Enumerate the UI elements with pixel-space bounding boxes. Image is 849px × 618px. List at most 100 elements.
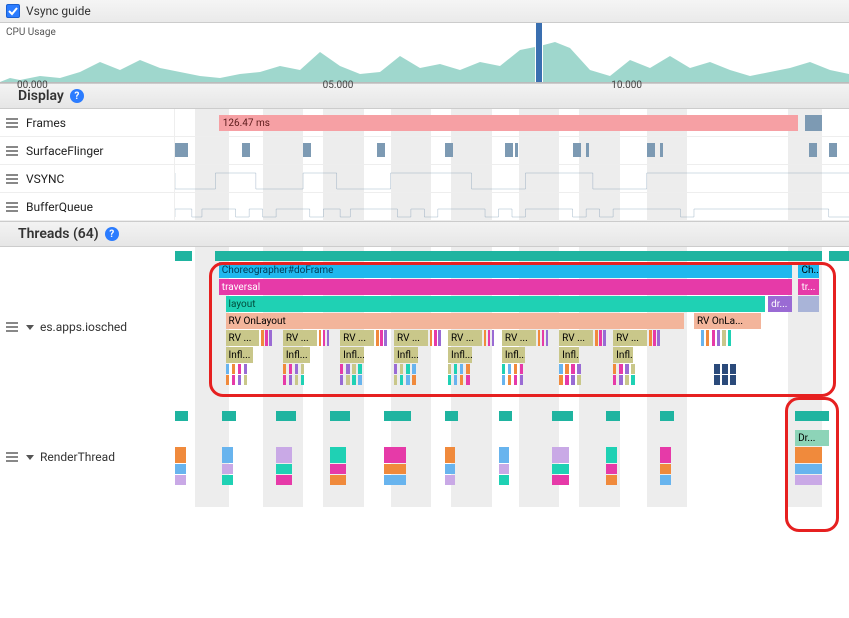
slice-inflate[interactable]: Infl... (394, 347, 418, 363)
trace-slice[interactable] (445, 447, 456, 463)
trace-slice[interactable] (499, 464, 510, 474)
thread-state-running[interactable] (606, 411, 619, 421)
trace-slice[interactable] (276, 475, 292, 485)
drag-handle-icon[interactable] (6, 146, 18, 156)
slice-inflate[interactable]: Infl... (559, 347, 579, 363)
display-section-header[interactable]: Display ? (0, 83, 849, 109)
thread-render-flamechart[interactable]: Dr... (175, 407, 849, 507)
trace-slice[interactable] (384, 447, 406, 463)
trace-slice[interactable] (660, 475, 671, 485)
trace-slice[interactable] (795, 475, 822, 485)
slice-rv-item[interactable]: RV ... (559, 330, 593, 346)
thread-state-running[interactable] (175, 411, 188, 421)
slice-rv-item[interactable]: RV ... (226, 330, 260, 346)
slice-rv-onlayout[interactable]: RV OnLayout (226, 313, 684, 329)
slice-layout[interactable]: layout (226, 296, 765, 312)
trace-slice[interactable] (175, 464, 186, 474)
slice-rv-onlayout[interactable]: RV OnLa... (694, 313, 761, 329)
slice-inflate[interactable]: Infl... (226, 347, 253, 363)
vsync-guide-checkbox[interactable] (6, 4, 20, 18)
trace-slice[interactable]: Ch... (798, 262, 818, 278)
trace-slice[interactable] (384, 475, 406, 485)
frame-bar[interactable] (805, 115, 822, 131)
surfaceflinger-block[interactable] (505, 143, 513, 157)
surfaceflinger-block[interactable] (586, 143, 589, 157)
surfaceflinger-block[interactable] (175, 143, 188, 157)
thread-state-running[interactable] (499, 411, 512, 421)
slice-rv-item[interactable]: RV ... (340, 330, 374, 346)
trace-slice[interactable] (552, 475, 568, 485)
surfaceflinger-block[interactable] (377, 143, 385, 157)
trace-slice[interactable] (552, 464, 568, 474)
trace-slice[interactable] (175, 475, 186, 485)
thread-state-running[interactable] (660, 411, 673, 421)
trace-slice[interactable] (660, 447, 671, 463)
trace-slice[interactable] (384, 464, 406, 474)
expand-icon[interactable] (26, 325, 34, 330)
trace-slice[interactable] (660, 464, 671, 474)
slice-rv-item[interactable]: RV ... (283, 330, 317, 346)
trace-slice[interactable] (330, 447, 346, 463)
slice-inflate[interactable]: Infl... (613, 347, 633, 363)
drag-handle-icon[interactable] (6, 452, 18, 462)
help-icon[interactable]: ? (105, 227, 119, 241)
trace-slice[interactable] (606, 464, 617, 474)
thread-state-running[interactable] (215, 251, 822, 261)
surfaceflinger-block[interactable] (515, 143, 518, 157)
slice-rv-item[interactable]: RV ... (394, 330, 428, 346)
trace-slice[interactable]: tr... (798, 279, 818, 295)
trace-slice[interactable]: dr... (768, 296, 792, 312)
thread-state-running[interactable] (552, 411, 572, 421)
trace-slice[interactable] (222, 464, 233, 474)
trace-slice[interactable] (795, 464, 822, 474)
slice-drawframe[interactable]: Dr... (795, 430, 829, 446)
trace-slice[interactable] (330, 464, 346, 474)
slice-rv-item[interactable]: RV ... (613, 330, 647, 346)
trace-slice[interactable] (552, 447, 568, 463)
thread-state-running[interactable] (330, 411, 350, 421)
thread-state-running[interactable] (829, 251, 849, 261)
slice-inflate[interactable]: Infl... (448, 347, 472, 363)
trace-slice[interactable] (499, 475, 510, 485)
trace-slice[interactable] (606, 475, 617, 485)
expand-icon[interactable] (26, 455, 34, 460)
trace-slice[interactable] (499, 447, 510, 463)
drag-handle-icon[interactable] (6, 174, 18, 184)
trace-slice[interactable] (276, 447, 292, 463)
drag-handle-icon[interactable] (6, 118, 18, 128)
frame-duration-bar[interactable]: 126.47 ms (219, 115, 799, 131)
surfaceflinger-block[interactable] (660, 143, 663, 157)
surfaceflinger-block[interactable] (445, 143, 453, 157)
slice-inflate[interactable]: Infl... (283, 347, 310, 363)
trace-slice[interactable] (175, 447, 186, 463)
slice-rv-item[interactable]: RV ... (502, 330, 536, 346)
thread-state-running[interactable] (222, 411, 235, 421)
surfaceflinger-block[interactable] (573, 143, 581, 157)
drag-handle-icon[interactable] (6, 322, 18, 332)
slice-traversal[interactable]: traversal (219, 279, 792, 295)
trace-slice[interactable] (606, 447, 617, 463)
thread-state-running[interactable] (795, 411, 829, 421)
drag-handle-icon[interactable] (6, 202, 18, 212)
thread-state-running[interactable] (445, 411, 458, 421)
trace-slice[interactable] (222, 475, 233, 485)
surfaceflinger-block[interactable] (303, 143, 311, 157)
thread-state-running[interactable] (384, 411, 411, 421)
slice-inflate[interactable]: Infl... (340, 347, 364, 363)
slice-inflate[interactable]: Infl... (502, 347, 526, 363)
trace-slice[interactable] (798, 296, 818, 312)
trace-slice[interactable] (222, 447, 233, 463)
bufferqueue-timeline[interactable] (175, 193, 849, 220)
surfaceflinger-block[interactable] (829, 143, 837, 157)
thread-state-running[interactable] (276, 411, 296, 421)
thread-state-running[interactable] (175, 251, 192, 261)
slice-rv-item[interactable]: RV ... (448, 330, 482, 346)
slice-choreographer[interactable]: Choreographer#doFrame (219, 262, 792, 278)
trace-slice[interactable] (330, 475, 346, 485)
playhead-marker[interactable] (535, 23, 543, 82)
trace-slice[interactable] (795, 447, 822, 463)
vsync-timeline[interactable] (175, 165, 849, 192)
frames-timeline[interactable]: 126.47 ms (175, 109, 849, 136)
surfaceflinger-block[interactable] (647, 143, 655, 157)
trace-slice[interactable] (445, 475, 456, 485)
